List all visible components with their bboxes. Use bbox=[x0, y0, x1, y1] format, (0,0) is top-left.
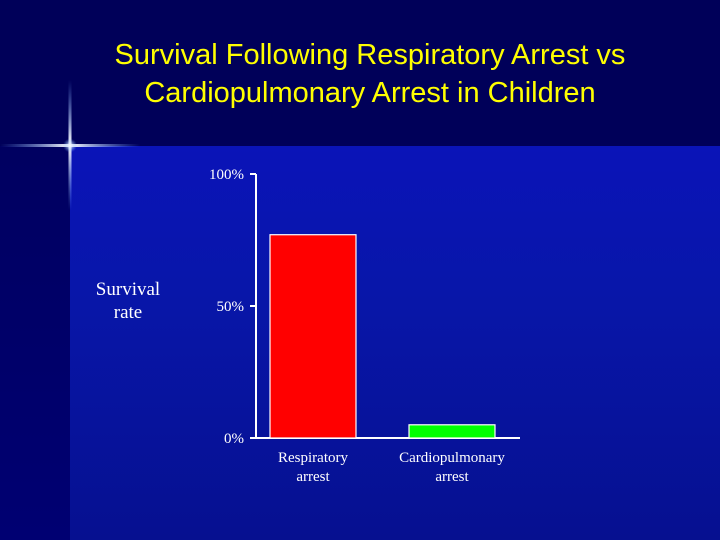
x-category-label: Respiratory arrest bbox=[278, 450, 348, 485]
bar-2 bbox=[408, 424, 496, 439]
title-line-1: Survival Following Respiratory Arrest vs bbox=[114, 39, 626, 71]
slide-title: Survival Following Respiratory Arrest vs… bbox=[20, 36, 720, 112]
x-category-label: Cardiopulmonary arrest bbox=[399, 450, 505, 485]
header-band bbox=[0, 0, 720, 146]
content-panel bbox=[70, 146, 720, 540]
x-category-label-line: arrest bbox=[435, 469, 469, 485]
y-tick-label: 50% bbox=[217, 299, 245, 315]
y-axis-label-line: Survival bbox=[96, 279, 160, 300]
y-axis-label-line: rate bbox=[114, 302, 142, 323]
y-tick-label: 0% bbox=[224, 431, 244, 447]
y-tick-label: 100% bbox=[209, 167, 244, 183]
x-category-label-line: arrest bbox=[296, 469, 330, 485]
x-category-label-line: Cardiopulmonary bbox=[399, 450, 505, 466]
bar-1 bbox=[269, 234, 357, 439]
title-line-2: Cardiopulmonary Arrest in Children bbox=[144, 77, 596, 109]
x-category-label-line: Respiratory bbox=[278, 450, 348, 466]
y-axis-label: Survival rate bbox=[96, 279, 160, 323]
